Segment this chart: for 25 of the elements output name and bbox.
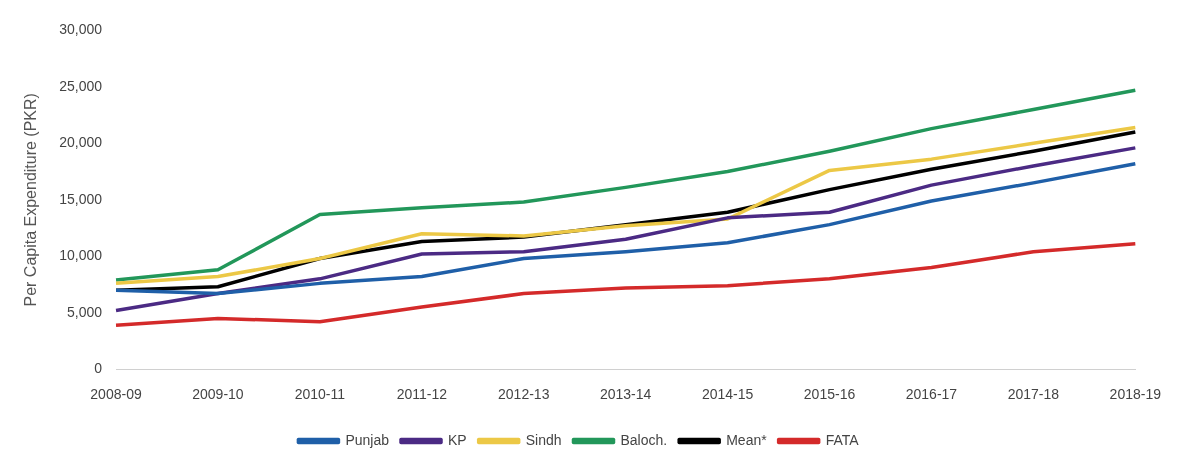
y-tick-label: 25,000 — [59, 77, 103, 94]
y-tick-label: 30,000 — [59, 21, 103, 38]
x-tick-label: 2008-09 — [90, 386, 142, 403]
legend-label: FATA — [825, 431, 860, 448]
x-tick-label: 2009-10 — [192, 386, 244, 403]
x-tick-label: 2017-18 — [1007, 386, 1060, 403]
y-tick-label: 0 — [94, 360, 103, 377]
x-tick-label: 2012-13 — [498, 386, 550, 403]
x-tick-label: 2014-15 — [701, 386, 754, 403]
legend-label: Baloch. — [620, 431, 668, 448]
x-tick-label: 2011-12 — [396, 386, 448, 403]
legend-label: Mean* — [726, 431, 768, 448]
y-tick-label: 5,000 — [66, 303, 103, 320]
y-axis-title: Per Capita Expenditure (PKR) — [22, 93, 40, 307]
x-tick-label: 2013-14 — [599, 386, 652, 403]
legend-label: Sindh — [525, 431, 562, 448]
y-tick-label: 15,000 — [59, 190, 103, 207]
x-tick-label: 2010-11 — [294, 386, 346, 403]
x-tick-label: 2015-16 — [803, 386, 856, 403]
legend-label: KP — [448, 431, 467, 448]
legend-label: Punjab — [345, 431, 390, 448]
y-tick-label: 10,000 — [59, 247, 103, 264]
x-tick-label: 2018-19 — [1109, 386, 1162, 403]
y-tick-label: 20,000 — [59, 134, 103, 151]
x-tick-label: 2016-17 — [905, 386, 958, 403]
